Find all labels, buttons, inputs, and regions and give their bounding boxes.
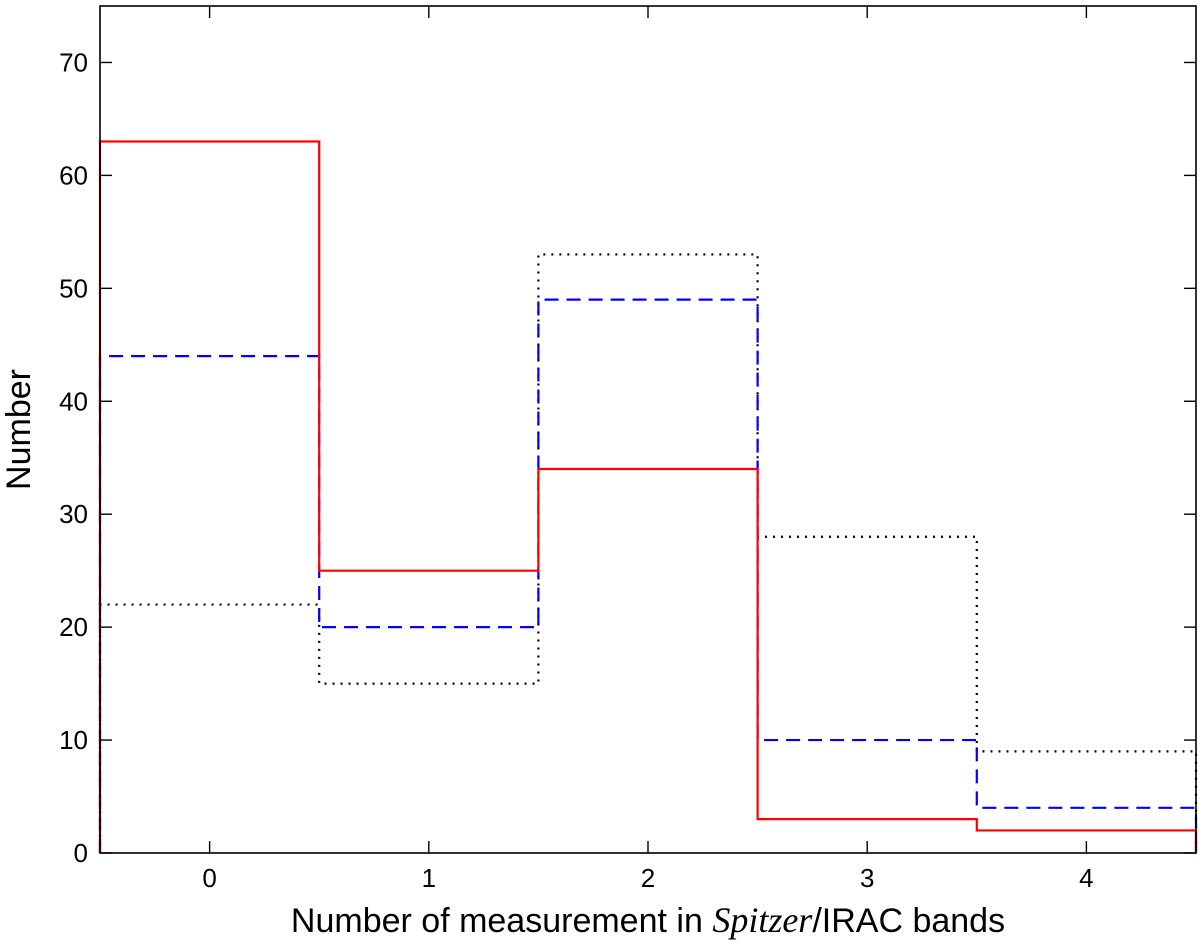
x-tick-label: 1 [422, 863, 436, 893]
y-tick-label: 60 [59, 160, 88, 190]
x-tick-label: 2 [641, 863, 655, 893]
y-tick-label: 20 [59, 612, 88, 642]
y-tick-label: 40 [59, 386, 88, 416]
y-tick-label: 0 [74, 838, 88, 868]
series-1-dashed-step [98, 298, 1198, 853]
y-tick-label: 70 [59, 47, 88, 77]
x-tick-label: 3 [860, 863, 874, 893]
series-layer [98, 140, 1198, 853]
x-axis-label-post: /IRAC bands [812, 902, 1005, 940]
x-tick-label: 4 [1079, 863, 1093, 893]
ticks-layer [100, 6, 1196, 854]
y-axis-label: Number [0, 369, 38, 490]
series-0-solid-step [98, 140, 1198, 853]
y-tick-label: 50 [59, 273, 88, 303]
plot-frame [99, 5, 1197, 854]
x-tick-label: 0 [202, 863, 216, 893]
series-2-dotted-step [98, 253, 1198, 853]
x-axis-label: Number of measurement in Spitzer/IRAC ba… [291, 900, 1005, 940]
x-axis-label-italic: Spitzer [712, 900, 813, 940]
y-tick-label: 10 [59, 725, 88, 755]
y-tick-label: 30 [59, 499, 88, 529]
x-axis-label-pre: Number of measurement in [291, 902, 712, 940]
